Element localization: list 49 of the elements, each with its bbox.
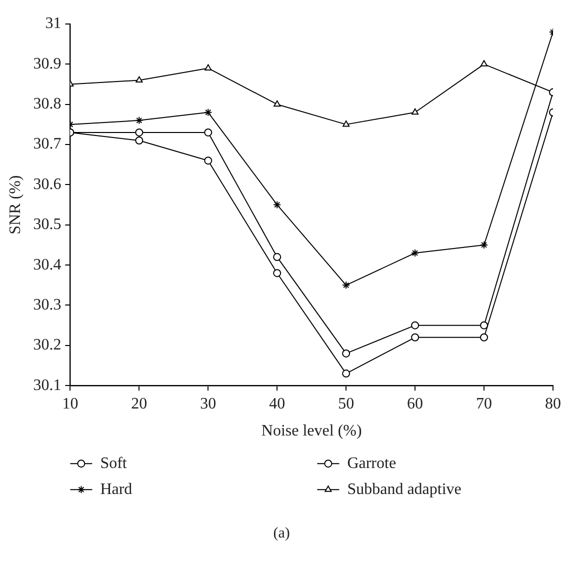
x-tick-label: 10	[62, 395, 78, 412]
point	[274, 100, 281, 107]
point	[480, 321, 488, 330]
y-tick-label: 30.5	[33, 216, 62, 234]
y-tick-label: 31	[45, 15, 62, 32]
point	[135, 116, 144, 124]
point	[204, 128, 212, 136]
x-tick-label: 80	[545, 395, 561, 412]
point	[136, 76, 143, 82]
y-axis-title: SNR (%)	[6, 175, 24, 234]
point	[480, 60, 488, 66]
y-tick-label: 30.8	[33, 96, 62, 113]
y-tick-label: 30.6	[33, 176, 62, 193]
point	[411, 321, 420, 330]
point	[342, 370, 350, 378]
point	[411, 333, 420, 342]
legend-label: Subband adaptive	[347, 480, 462, 498]
point	[412, 108, 419, 115]
x-tick-label: 30	[200, 395, 216, 412]
y-tick-label: 30.9	[33, 55, 62, 72]
point	[342, 120, 350, 127]
point	[204, 108, 212, 116]
point	[480, 333, 488, 342]
x-tick-label: 20	[131, 395, 148, 412]
x-axis-title: Noise level (%)	[261, 422, 362, 440]
legend-label: Garrote	[347, 454, 396, 472]
x-tick-label: 60	[407, 395, 424, 412]
text: (a)	[273, 526, 290, 542]
legend-label: Soft	[100, 454, 128, 472]
y-tick-label: 30.2	[33, 336, 62, 354]
point	[342, 281, 350, 290]
y-tick-label: 30.4	[33, 256, 62, 274]
point	[204, 64, 212, 70]
x-tick-label: 50	[338, 395, 354, 412]
point	[135, 128, 144, 136]
point	[342, 349, 350, 358]
y-tick-label: 30.3	[33, 296, 62, 314]
point	[204, 156, 212, 165]
point	[273, 269, 282, 278]
point	[135, 136, 144, 145]
x-tick-label: 40	[269, 395, 286, 412]
legend-label: Hard	[100, 480, 132, 498]
x-tick-label: 70	[476, 395, 492, 412]
point	[273, 253, 282, 262]
y-tick-label: 30.7	[33, 136, 62, 153]
point	[273, 200, 282, 209]
point	[480, 240, 488, 249]
point	[411, 249, 420, 258]
y-tick-label: 30.1	[33, 376, 62, 394]
